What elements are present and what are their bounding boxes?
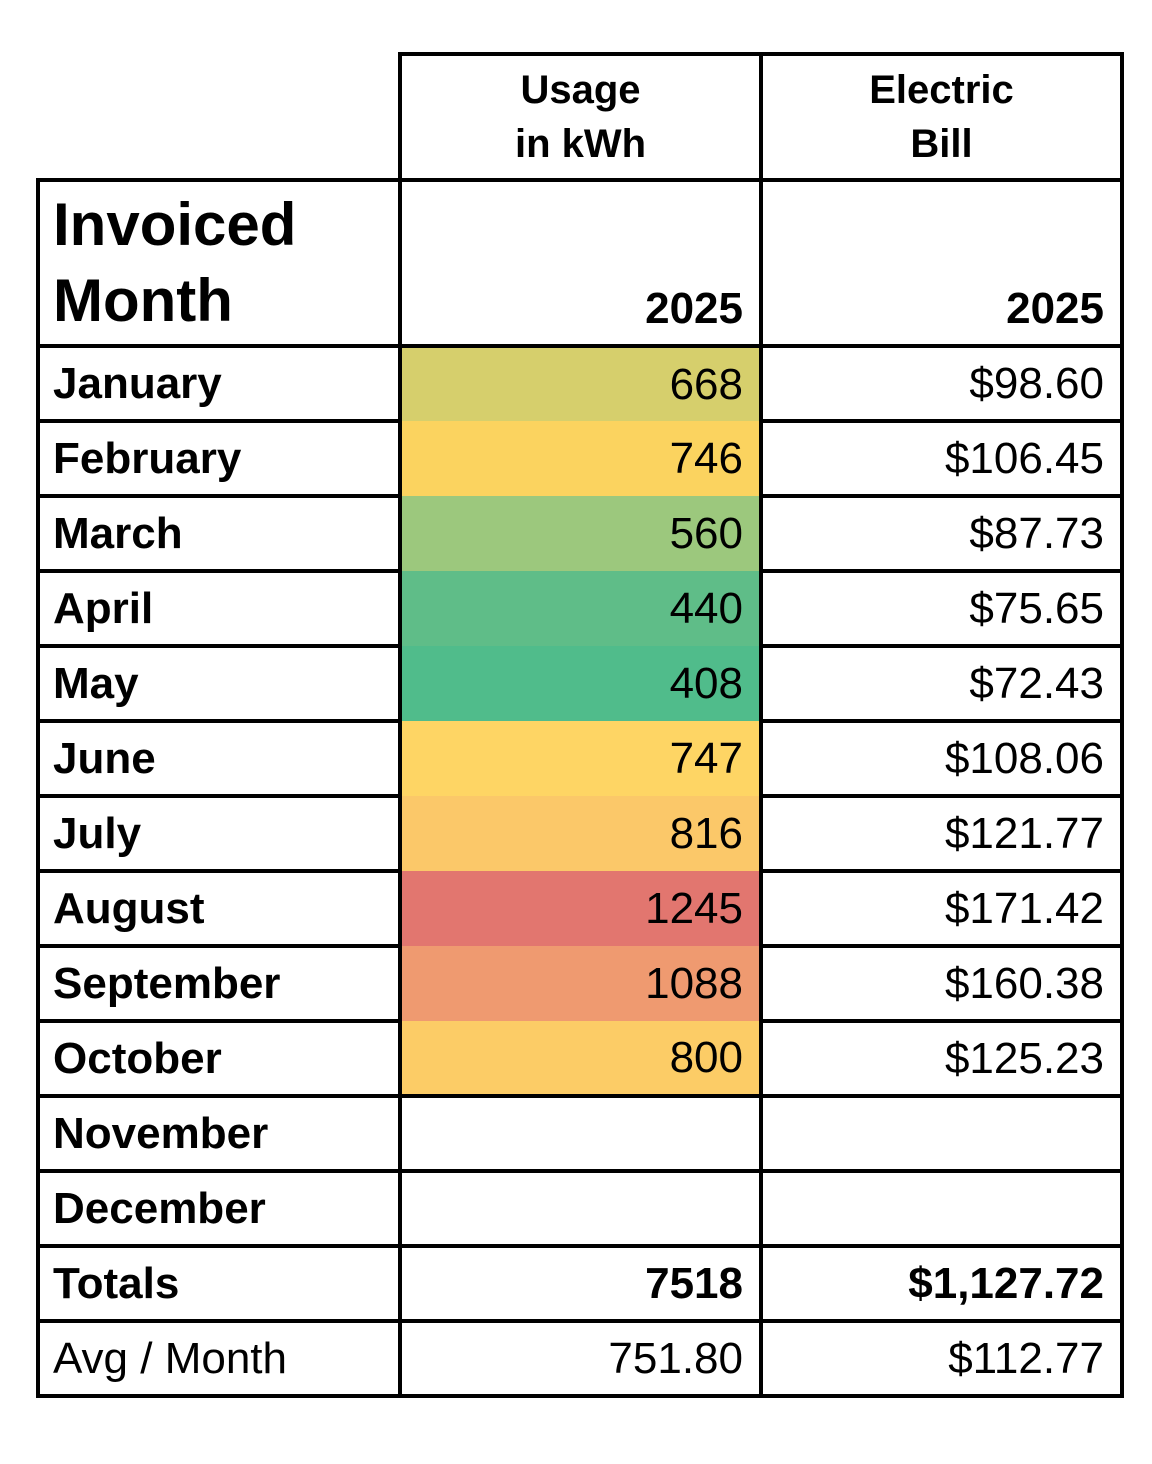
usage-value [398,1169,763,1248]
table-row: January 668 $98.60 [36,344,1124,423]
usage-header-line1: Usage [520,68,641,112]
table-row: July 816 $121.77 [36,794,1124,873]
bill-value: $72.43 [759,644,1124,723]
electric-usage-table: Usage in kWh Electric Bill Invoiced Mont… [36,52,1124,1398]
bill-value [759,1094,1124,1173]
usage-column-header: Usage in kWh [398,52,763,182]
table-row: Avg / Month 751.80 $112.77 [36,1319,1124,1398]
month-label: December [36,1169,402,1248]
table-row: Totals 7518 $1,127.72 [36,1244,1124,1323]
usage-value: 440 [398,571,763,646]
table-row: August 1245 $171.42 [36,869,1124,948]
bill-value [759,1169,1124,1248]
bill-value: $112.77 [759,1319,1124,1398]
bill-header-line2: Bill [910,122,973,166]
table-row: June 747 $108.06 [36,719,1124,798]
usage-value: 747 [398,721,763,796]
invoiced-month-line1: Invoiced [53,191,297,259]
usage-value: 668 [398,346,763,421]
month-label: Avg / Month [36,1319,402,1398]
bill-value: $121.77 [759,794,1124,873]
usage-value: 1245 [398,871,763,946]
bill-value: $1,127.72 [759,1244,1124,1323]
column-header-row: Usage in kWh Electric Bill [38,52,1124,182]
month-label: September [36,944,402,1023]
table-row: December [36,1169,1124,1248]
month-label: April [36,569,402,648]
table-row: September 1088 $160.38 [36,944,1124,1023]
table-body: Usage in kWh Electric Bill Invoiced Mont… [36,52,1124,1398]
month-label: January [36,344,402,423]
bill-value: $125.23 [759,1019,1124,1098]
bill-value: $106.45 [759,419,1124,498]
table-row: February 746 $106.45 [36,419,1124,498]
table-row: November [36,1094,1124,1173]
month-label: October [36,1019,402,1098]
usage-header-line2: in kWh [514,122,647,166]
month-label: February [36,419,402,498]
invoiced-month-line2: Month [53,267,233,334]
month-label: November [36,1094,402,1173]
month-label: June [36,719,402,798]
usage-value: 408 [398,646,763,721]
bill-value: $160.38 [759,944,1124,1023]
bill-value: $171.42 [759,869,1124,948]
invoiced-month-header: Invoiced Month [36,178,402,348]
month-label: March [36,494,402,573]
table-row: March 560 $87.73 [36,494,1124,573]
month-label: July [36,794,402,873]
month-label: May [36,644,402,723]
year-header-row: Invoiced Month 2025 2025 [36,178,1124,348]
bill-header-line1: Electric [869,68,1014,112]
table-row: October 800 $125.23 [36,1019,1124,1098]
bill-value: $75.65 [759,569,1124,648]
usage-value: 816 [398,796,763,871]
bill-value: $108.06 [759,719,1124,798]
empty-corner-cell [38,54,400,180]
month-label: Totals [36,1244,402,1323]
usage-year-label: 2025 [398,178,763,348]
usage-value: 800 [398,1021,763,1096]
month-label: August [36,869,402,948]
bill-year-label: 2025 [759,178,1124,348]
table-row: April 440 $75.65 [36,569,1124,648]
usage-value: 751.80 [398,1319,763,1398]
usage-value: 1088 [398,946,763,1021]
table-row: May 408 $72.43 [36,644,1124,723]
bill-column-header: Electric Bill [759,52,1124,182]
usage-value: 746 [398,421,763,496]
usage-value: 560 [398,496,763,571]
bill-value: $87.73 [759,494,1124,573]
bill-value: $98.60 [759,344,1124,423]
usage-value: 7518 [398,1244,763,1323]
usage-value [398,1094,763,1173]
